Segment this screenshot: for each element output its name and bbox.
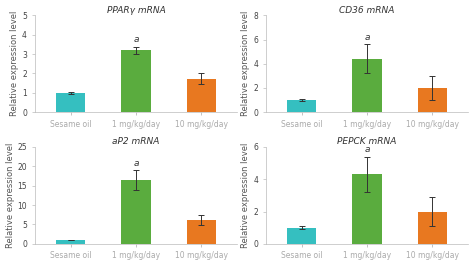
Y-axis label: Relative expression level: Relative expression level [6,143,15,248]
Text: a: a [133,35,139,44]
Y-axis label: Relative expression level: Relative expression level [241,143,250,248]
Bar [187,220,216,244]
Bar [121,180,151,244]
Title: PEPCK mRNA: PEPCK mRNA [337,137,397,146]
Bar [287,100,317,112]
Bar [121,50,151,112]
Title: aP2 mRNA: aP2 mRNA [112,137,160,146]
Y-axis label: Relative expression level: Relative expression level [10,11,19,117]
Text: a: a [365,145,370,154]
Bar [418,211,447,244]
Y-axis label: Relative expression level: Relative expression level [241,11,250,117]
Bar [418,88,447,112]
Text: a: a [133,159,139,168]
Bar [187,79,216,112]
Bar [56,240,85,244]
Bar [287,228,317,244]
Bar [352,59,382,112]
Bar [56,93,85,112]
Title: PPARγ mRNA: PPARγ mRNA [107,6,165,15]
Text: a: a [365,33,370,42]
Bar [352,174,382,244]
Title: CD36 mRNA: CD36 mRNA [339,6,395,15]
